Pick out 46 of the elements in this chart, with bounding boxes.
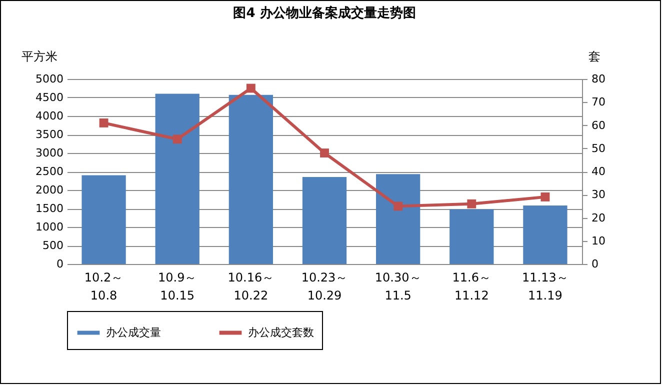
x-tick-label: 11.13～ 11.19 [522,270,568,302]
y2-tick-label: 0 [592,258,598,270]
point [99,118,108,128]
y2-tick-label: 40 [592,165,606,178]
bar [155,94,200,264]
x-tick-label: 10.23～ 10.29 [301,270,348,302]
y-tick-label: 3500 [36,128,64,141]
y-tick-label: 500 [42,239,64,252]
point [320,148,329,158]
bar [523,206,568,264]
y-tick-label: 5000 [36,72,64,86]
y-tick-label: 1000 [36,220,64,234]
y2-tick-label: 30 [592,188,606,202]
y2-tick-label: 70 [592,96,606,109]
y-tick-label: 4000 [36,110,64,122]
point [467,199,476,208]
bar [302,177,347,264]
y-axis-title: 平方米 [22,50,58,64]
bar [228,94,273,264]
y2-tick-label: 20 [592,211,606,224]
point [172,134,182,144]
point [540,192,550,202]
x-tick-label: 10.30～ 11.5 [374,270,422,302]
x-tick-label: 10.16～ 10.22 [228,270,274,302]
y2-axis-title: 套 [588,50,600,64]
y2-tick-label: 50 [592,142,606,155]
bar [450,209,494,264]
x-tick-label: 10.2～ 10.8 [84,270,124,302]
bar [82,175,126,264]
y-tick-label: 2500 [36,165,64,178]
legend-label: 办公成交量 [106,326,161,339]
point [394,202,403,211]
legend-label: 办公成交套数 [248,326,314,339]
y-tick-label: 3000 [36,146,64,160]
chart-title: 图4 办公物业备案成交量走势图 [233,5,416,21]
x-tick-label: 11.6～ 11.12 [452,270,491,302]
y-tick-label: 4500 [36,91,64,104]
y-tick-label: 1500 [36,202,64,215]
point [246,84,256,93]
y-tick-label: 2000 [36,184,64,196]
bar [376,174,420,264]
y2-tick-label: 60 [592,118,606,132]
y2-tick-label: 10 [592,234,606,248]
y-tick-label: 0 [56,258,64,270]
x-tick-label: 10.9～ 10.15 [158,270,197,302]
y2-tick-label: 80 [592,72,606,86]
